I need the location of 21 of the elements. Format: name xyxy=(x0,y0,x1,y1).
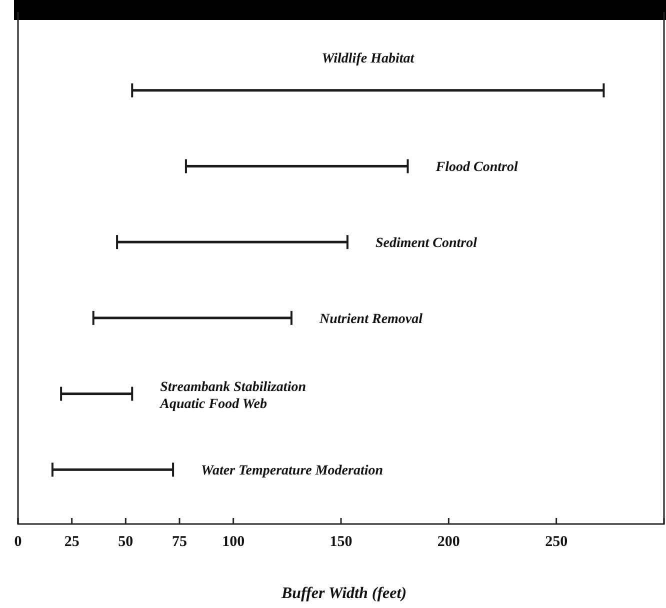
y-tick-label: Water Temperature Moderation xyxy=(201,464,384,479)
y-tick-label: Flood Control xyxy=(434,160,518,176)
y-tick-label: Nutrient Removal xyxy=(318,312,423,327)
bar xyxy=(61,392,132,396)
y-tick-label: Wildlife Habitat xyxy=(322,51,416,66)
x-tick-label: 0 xyxy=(14,534,22,550)
x-tick-label: 25 xyxy=(64,534,80,550)
x-tick-label: 75 xyxy=(172,534,187,550)
x-tick-label: 150 xyxy=(330,534,352,550)
y-tick-label: Streambank Stabilization Aquatic Food Web xyxy=(159,380,306,412)
x-tick-label: 250 xyxy=(545,534,568,550)
x-axis-title: Buffer Width (feet) xyxy=(280,585,407,602)
x-tick-label: 50 xyxy=(118,534,134,550)
x-tick-label: 200 xyxy=(437,534,460,550)
bar xyxy=(186,164,408,168)
bar xyxy=(52,468,174,471)
bar xyxy=(132,89,604,92)
bar xyxy=(93,316,292,320)
y-tick-label: Sediment Control xyxy=(375,236,478,252)
bar xyxy=(117,240,348,244)
x-tick-label: 100 xyxy=(222,534,245,550)
